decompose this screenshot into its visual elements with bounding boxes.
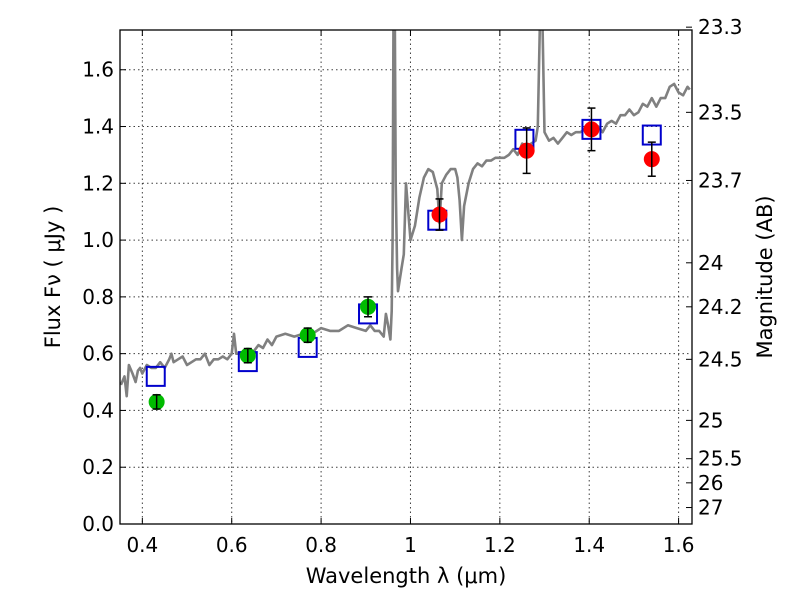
x-tick-label: 1.4: [573, 533, 605, 557]
x-tick-label: 1: [404, 533, 417, 557]
y-tick-label: 1.4: [82, 115, 114, 139]
y-tick-label: 1.2: [82, 171, 114, 195]
y-tick-label: 0.4: [82, 398, 114, 422]
right-tick-label: 23.3: [698, 15, 743, 39]
right-tick-label: 24.2: [698, 295, 743, 319]
y-tick-label: 0.2: [82, 455, 114, 479]
grid: [120, 30, 692, 525]
right-tick-label: 25: [698, 408, 723, 432]
y-tick-label: 1.0: [82, 228, 114, 252]
spectrum-layer: [120, 30, 691, 398]
plot-frame: [119, 29, 693, 525]
model-photometry-square: [145, 365, 166, 387]
y-tick-label: 0.6: [82, 342, 114, 366]
ticks-layer: 0.4 0.6 0.8 1 1.2 1.4 1.6 0.0 0.2 0.4 0.6 0.8 1.0 1.2…: [82, 15, 742, 557]
x-tick-label: 0.8: [305, 533, 337, 557]
marker-layer: [145, 107, 662, 410]
x-tick-label: 1.6: [663, 533, 695, 557]
right-tick-label: 25.5: [698, 447, 743, 471]
model-spectrum-line: [120, 30, 691, 398]
right-tick-label: 23.7: [698, 168, 743, 192]
right-tick-label: 26: [698, 471, 723, 495]
x-tick-label: 1.2: [484, 533, 516, 557]
right-tick-label: 23.5: [698, 100, 743, 124]
right-tick-label: 27: [698, 496, 723, 520]
x-tick-label: 0.4: [126, 533, 158, 557]
y-tick-label: 1.6: [82, 58, 114, 82]
y-tick-label: 0.8: [82, 285, 114, 309]
x-axis-label: Wavelength λ (μm): [306, 564, 507, 588]
y-axis-label: Flux Fν ( μJy ): [41, 206, 65, 349]
y-tick-label: 0.0: [82, 512, 114, 536]
right-tick-label: 24.5: [698, 347, 743, 371]
x-tick-label: 0.6: [216, 533, 248, 557]
right-tick-label: 24: [698, 251, 723, 275]
y-axis-right-label: Magnitude (AB): [753, 195, 777, 358]
